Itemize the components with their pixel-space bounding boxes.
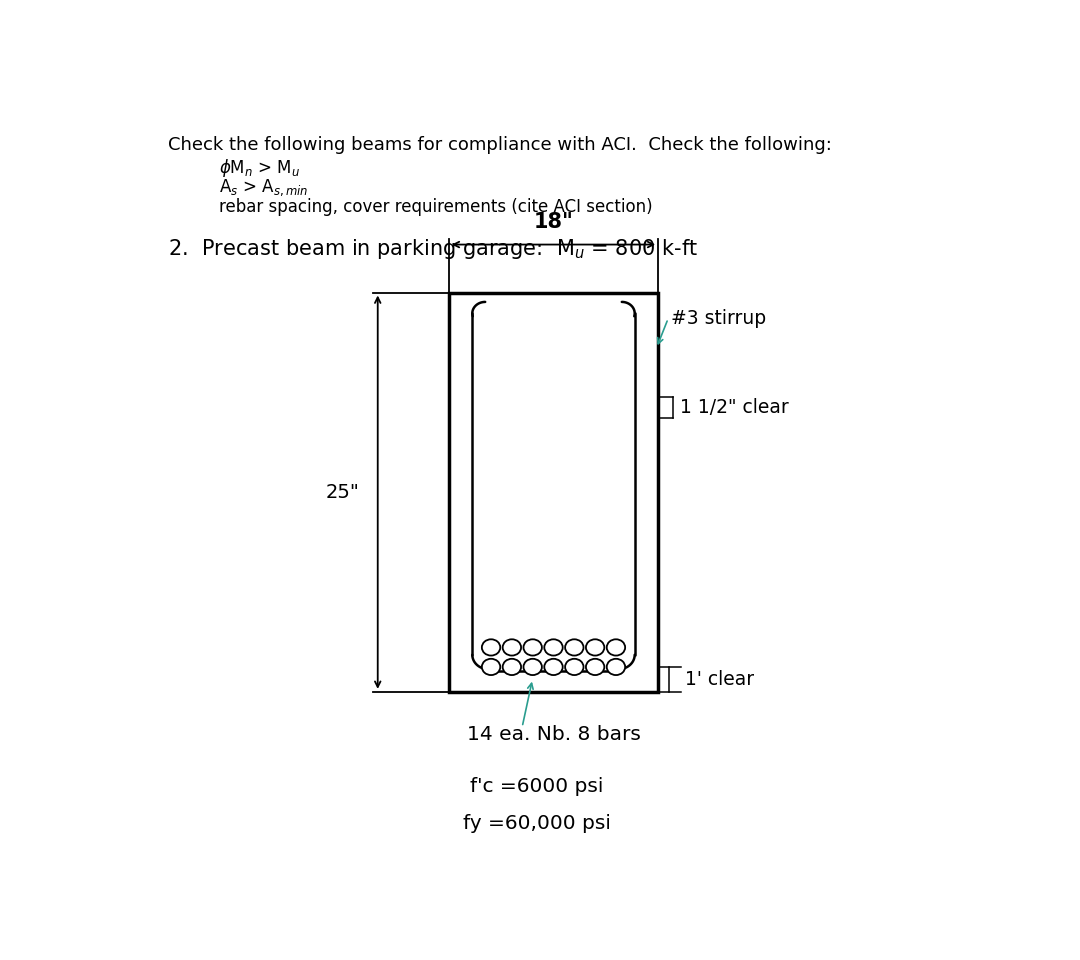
- Text: fy =60,000 psi: fy =60,000 psi: [463, 814, 610, 832]
- Text: rebar spacing, cover requirements (cite ACI section): rebar spacing, cover requirements (cite …: [218, 198, 652, 216]
- Text: 1 1/2" clear: 1 1/2" clear: [680, 397, 788, 417]
- Text: 18": 18": [534, 212, 573, 232]
- Text: 14 ea. Nb. 8 bars: 14 ea. Nb. 8 bars: [467, 725, 640, 744]
- Circle shape: [565, 639, 583, 656]
- Circle shape: [482, 659, 500, 675]
- Text: #3 stirrup: #3 stirrup: [671, 309, 766, 328]
- Bar: [449, 293, 658, 692]
- Text: 25": 25": [325, 483, 360, 502]
- Text: Check the following beams for compliance with ACI.  Check the following:: Check the following beams for compliance…: [168, 136, 833, 154]
- Circle shape: [586, 639, 605, 656]
- Circle shape: [502, 659, 521, 675]
- Text: f'c =6000 psi: f'c =6000 psi: [470, 777, 604, 796]
- Circle shape: [607, 659, 625, 675]
- Text: $\phi$M$_n$ > M$_u$: $\phi$M$_n$ > M$_u$: [218, 156, 300, 179]
- Text: A$_s$ > A$_{s,min}$: A$_s$ > A$_{s,min}$: [218, 178, 308, 198]
- Text: 1' clear: 1' clear: [685, 670, 754, 689]
- Circle shape: [482, 639, 500, 656]
- Circle shape: [544, 639, 563, 656]
- Circle shape: [607, 639, 625, 656]
- Circle shape: [544, 659, 563, 675]
- Text: 2.  Precast beam in parking garage:  M$_u$ = 800 k-ft: 2. Precast beam in parking garage: M$_u$…: [168, 237, 699, 261]
- Circle shape: [586, 659, 605, 675]
- Circle shape: [502, 639, 521, 656]
- Circle shape: [524, 639, 542, 656]
- Circle shape: [565, 659, 583, 675]
- Circle shape: [524, 659, 542, 675]
